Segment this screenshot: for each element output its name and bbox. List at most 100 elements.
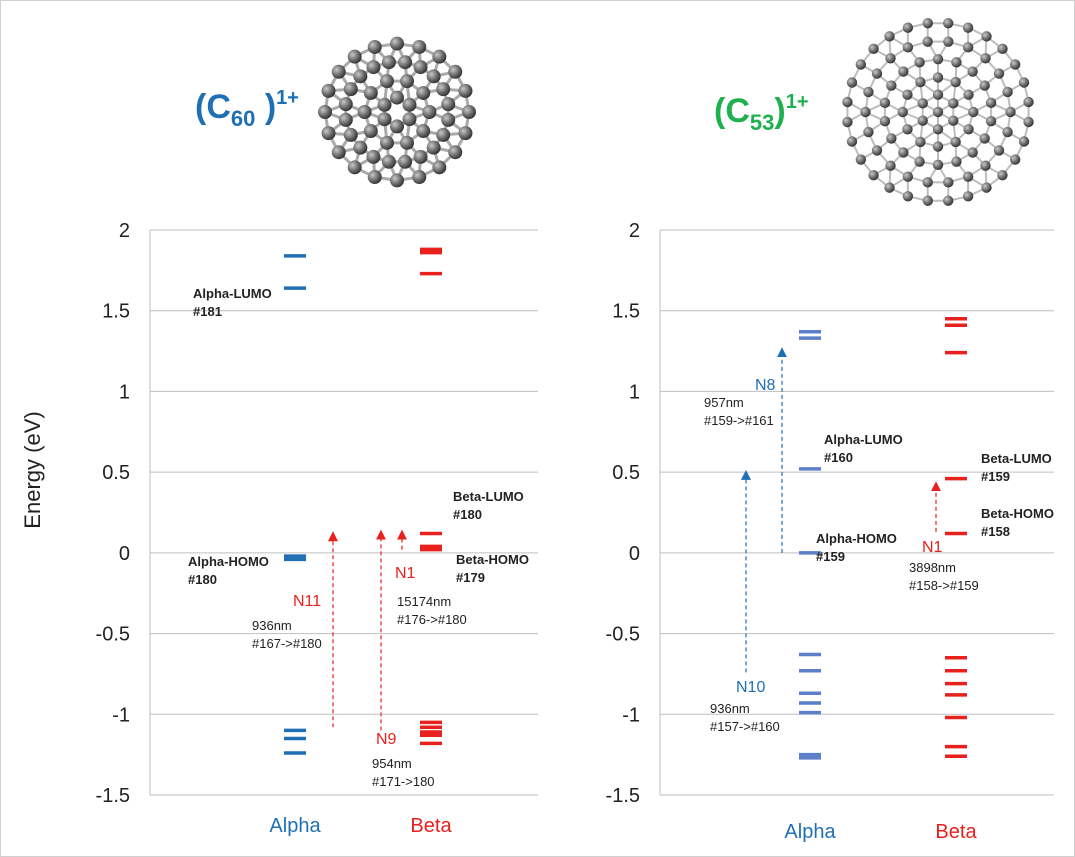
c60-atom [390,173,404,188]
c60-atom [390,90,404,105]
c53-atom [902,89,913,100]
transition-name-n1: N1 [395,565,416,582]
c60-atom [390,119,404,134]
c53-atom [948,115,959,126]
category-label-alpha: Alpha [269,815,321,837]
beta-lumo-label: #159 [981,469,1010,484]
c60-atom [426,69,441,84]
category-label-beta: Beta [935,821,977,843]
c53-atom [868,43,879,55]
c53-atom [948,98,959,109]
c60-atom [413,149,428,164]
c60-atom [436,127,451,142]
c53-atom [922,36,933,47]
c60-atom [331,145,346,160]
c53-atom [842,96,853,108]
c60-atom [353,69,368,84]
c60-atom [412,170,427,185]
c53-atom [879,115,891,127]
c53-atom [932,72,944,83]
c53-atom [898,66,909,77]
c53-atom [950,136,961,148]
c60-atom [448,145,463,160]
alpha-lumo-label: #160 [824,450,853,465]
y-tick-label: 1 [629,381,640,403]
c53-atom [885,53,896,64]
c53-atom [902,171,914,182]
c60-atom [416,85,431,100]
c60-panel: 2 1.5 1 0.5 0 -0.5 -1 -1.5 Alpha Beta Alpha-LUMO #1… [96,220,538,837]
c53-atom [902,124,913,135]
c53-atom [902,42,914,53]
c60-atom [432,49,447,64]
c53-atom [932,106,944,118]
c60-title: (C60 )1+ [195,87,299,131]
c53-atom [922,18,933,29]
category-label-alpha: Alpha [784,821,836,843]
c53-atom [1002,126,1013,138]
c53-atom [1018,77,1030,88]
c60-atom [432,160,447,175]
transition-name-n11: N11 [293,593,321,610]
c60-atom [331,64,346,79]
c60-atom [441,97,456,112]
c53-title: (C53)1+ [714,91,809,135]
c53-atom [863,86,874,98]
c53-atom [884,182,895,193]
c53-atom [917,115,928,126]
c53-atom [980,53,991,64]
c60-atom [363,85,378,100]
c60-atom [398,55,413,70]
c60-atom [347,160,362,175]
c60-atom [402,112,417,127]
alpha-homo-label: Alpha-HOMO [816,531,897,546]
transition-wavelength: 936nm [710,701,750,716]
c60-atom [357,105,372,119]
c53-atom [993,68,1005,79]
c53-atom [962,22,974,33]
alpha-homo-label: #180 [188,572,217,587]
c53-atom [902,22,914,33]
transition-name-n9: N9 [376,731,397,748]
c60-atom [398,154,413,169]
beta-homo-label: #158 [981,524,1010,539]
c60-atom [412,39,427,54]
c53-atom [846,77,858,88]
alpha-homo-label: Alpha-HOMO [188,554,269,569]
c60-atom [343,127,358,142]
c53-atom [963,89,974,100]
c53-atom [962,42,974,53]
transition-wavelength: 3898nm [909,560,956,575]
c60-atom [367,170,382,185]
c53-atom [932,124,944,135]
c53-atom [997,169,1008,181]
c60-atom [363,124,378,139]
beta-lumo-label: Beta-LUMO [453,489,524,504]
c60-atom [318,105,332,119]
c53-atom [943,18,954,29]
c53-atom [963,124,974,135]
beta-lumo-label: #180 [453,507,482,522]
y-tick-label: -0.5 [96,624,130,646]
c53-atom [898,147,909,158]
c60-atom [458,83,473,98]
alpha-lumo-label: #181 [193,304,222,319]
c60-atom [321,83,336,98]
c53-atom [1023,96,1034,108]
c60-atom [390,36,404,51]
c60-atom [377,97,392,112]
c53-atom [886,80,897,91]
y-tick-label: 0.5 [612,462,640,484]
c53-atom [868,169,879,181]
transition-orbitals: #158->#159 [909,578,979,593]
c53-atom [943,177,954,188]
y-tick-label: -1.5 [96,785,130,807]
c53-atom [951,57,962,68]
c53-atom [979,80,990,91]
c60-atom [379,135,394,150]
c53-atom [886,133,897,144]
c60-atom [367,39,382,54]
y-tick-label: 1 [119,381,130,403]
c60-atom [343,82,358,97]
